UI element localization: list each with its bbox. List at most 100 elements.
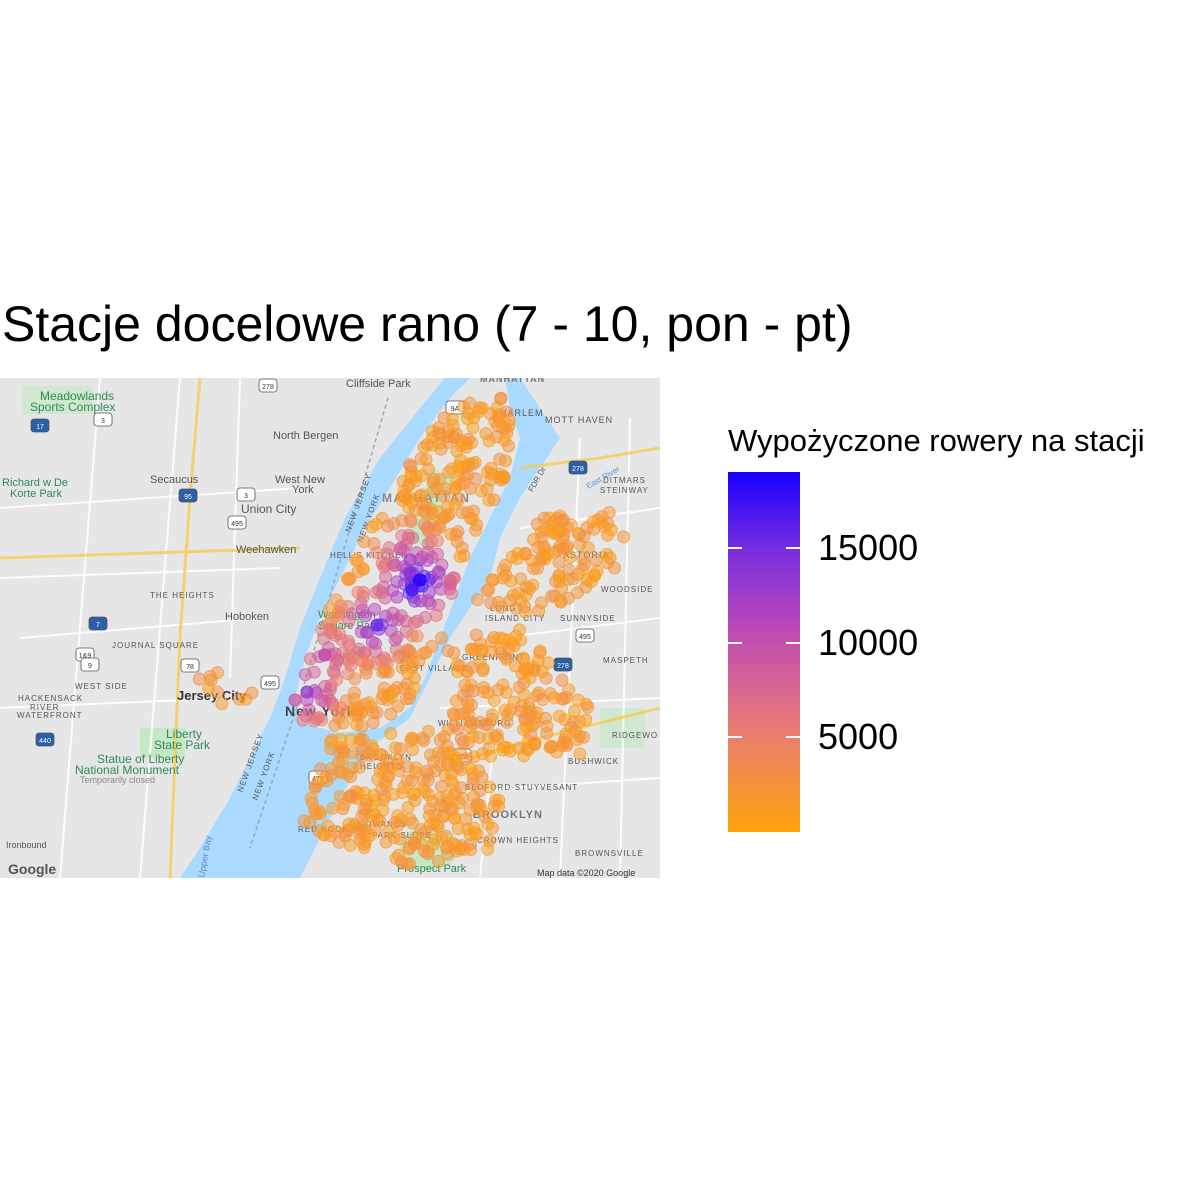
station-point — [517, 688, 531, 702]
station-point — [390, 630, 404, 644]
legend-tick-mark — [786, 546, 800, 549]
station-point — [402, 842, 416, 856]
station-point — [322, 602, 336, 616]
svg-text:3: 3 — [244, 493, 248, 500]
station-point — [557, 736, 571, 749]
station-point — [484, 596, 498, 610]
svg-text:495: 495 — [231, 521, 243, 528]
station-point — [435, 631, 448, 645]
station-point — [523, 582, 536, 595]
station-point — [400, 774, 414, 788]
station-point — [447, 646, 461, 660]
map-label: Map data ©2020 Google — [537, 868, 635, 878]
map-label: Google — [8, 861, 56, 877]
station-point — [413, 573, 427, 587]
svg-text:440: 440 — [39, 738, 51, 745]
station-point — [215, 697, 229, 711]
station-point — [356, 585, 370, 599]
map-label: Meadowlands — [40, 389, 114, 403]
station-point — [323, 623, 337, 637]
station-point — [318, 679, 332, 693]
map-label: WEST SIDE — [75, 682, 128, 691]
station-point — [403, 553, 417, 567]
station-point — [531, 541, 545, 554]
map-label: York — [292, 484, 314, 496]
map-label: MOTT HAVEN — [545, 415, 613, 425]
station-point — [421, 545, 435, 559]
route-shield: 7 — [88, 616, 108, 631]
station-point — [493, 452, 507, 466]
svg-text:278: 278 — [557, 663, 569, 670]
station-point — [407, 681, 421, 695]
station-point — [513, 623, 526, 637]
station-point — [245, 686, 259, 700]
station-point — [350, 707, 364, 721]
station-point — [521, 743, 535, 757]
station-point — [402, 490, 416, 504]
map-label: WATERFRONT — [17, 711, 83, 720]
station-point — [393, 542, 407, 556]
land-new-jersey — [0, 378, 445, 878]
route-shield: 3 — [236, 487, 256, 502]
station-point — [457, 476, 471, 490]
station-point — [297, 814, 311, 828]
station-point — [405, 731, 419, 745]
station-point — [539, 671, 553, 685]
station-point — [405, 583, 419, 597]
station-point — [348, 672, 362, 686]
station-point — [511, 546, 525, 560]
station-point — [460, 665, 474, 679]
station-point — [444, 774, 458, 787]
station-point — [406, 743, 420, 757]
station-point — [530, 688, 544, 702]
map-label: Weehawken — [236, 544, 296, 556]
station-point — [376, 688, 390, 702]
route-shield: 440 — [35, 732, 55, 747]
station-point — [312, 711, 326, 724]
station-point — [357, 786, 371, 800]
station-point — [384, 727, 398, 740]
station-point — [608, 561, 621, 575]
station-point — [377, 793, 390, 807]
legend-tick-mark — [728, 736, 742, 739]
map-label: HARLEM — [500, 408, 544, 418]
station-point — [375, 586, 389, 599]
station-point — [480, 584, 494, 598]
station-point — [430, 534, 444, 548]
station-point — [502, 413, 516, 427]
station-point — [320, 774, 334, 788]
station-point — [402, 691, 416, 705]
station-point — [403, 565, 417, 579]
map-label: THE HEIGHTS — [150, 591, 215, 600]
station-point — [447, 430, 461, 444]
station-point — [361, 655, 375, 669]
station-point — [533, 644, 547, 658]
station-point — [357, 802, 371, 816]
map-label: Temporarily closed — [80, 775, 155, 785]
map-label: EAST VILLAGE — [400, 664, 468, 673]
route-shield: 495 — [260, 675, 280, 690]
station-point — [573, 747, 587, 761]
station-point — [471, 593, 484, 607]
station-point — [589, 553, 603, 567]
basemap[interactable]: Cliffside Park MANHATTAN Meadowlands Spo… — [0, 378, 660, 878]
station-point — [389, 741, 403, 755]
station-point — [482, 780, 496, 794]
station-point — [439, 829, 453, 843]
station-point — [431, 565, 445, 579]
station-point — [440, 756, 454, 770]
station-point — [362, 696, 376, 710]
station-point — [401, 801, 415, 814]
station-point — [334, 599, 348, 613]
station-point — [426, 484, 440, 498]
station-point — [395, 661, 409, 675]
station-point — [211, 666, 224, 680]
station-point — [451, 459, 465, 473]
map-label: Cliffside Park — [346, 378, 411, 390]
station-point — [553, 574, 567, 588]
map-label: Richard w De — [2, 477, 68, 489]
station-point — [484, 749, 498, 763]
station-point — [401, 760, 415, 774]
station-point — [441, 500, 455, 514]
station-point — [192, 672, 206, 686]
